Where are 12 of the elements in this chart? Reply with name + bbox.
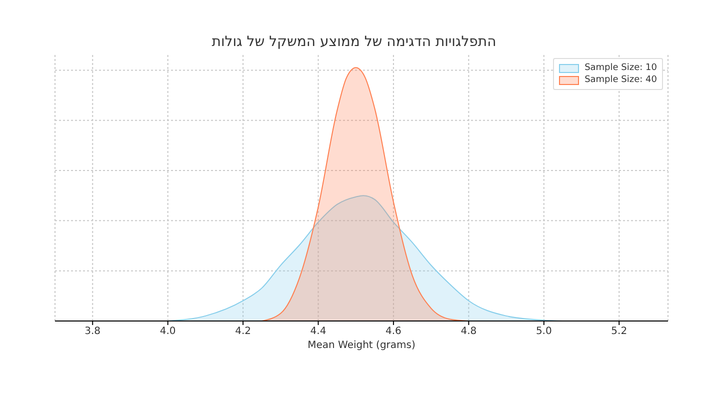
chart-title: התפלגויות הדגימה של ממוצע המשקל של גולות: [210, 34, 498, 50]
legend-label: Sample Size: 40: [584, 75, 657, 85]
x-tick-label: 4.4: [310, 326, 326, 338]
x-tick-label: 4.6: [386, 326, 402, 338]
x-tick-label: 5.2: [611, 326, 628, 338]
x-axis-title: Mean Weight (grams): [308, 340, 416, 352]
x-tick-label: 5.0: [536, 326, 552, 338]
x-tick-label: 3.8: [84, 326, 101, 338]
x-tick-label: 4.2: [235, 326, 251, 338]
x-tick-label: 4.8: [460, 326, 477, 338]
x-tick-label: 4.0: [160, 326, 176, 338]
legend-label: Sample Size: 10: [584, 63, 657, 73]
